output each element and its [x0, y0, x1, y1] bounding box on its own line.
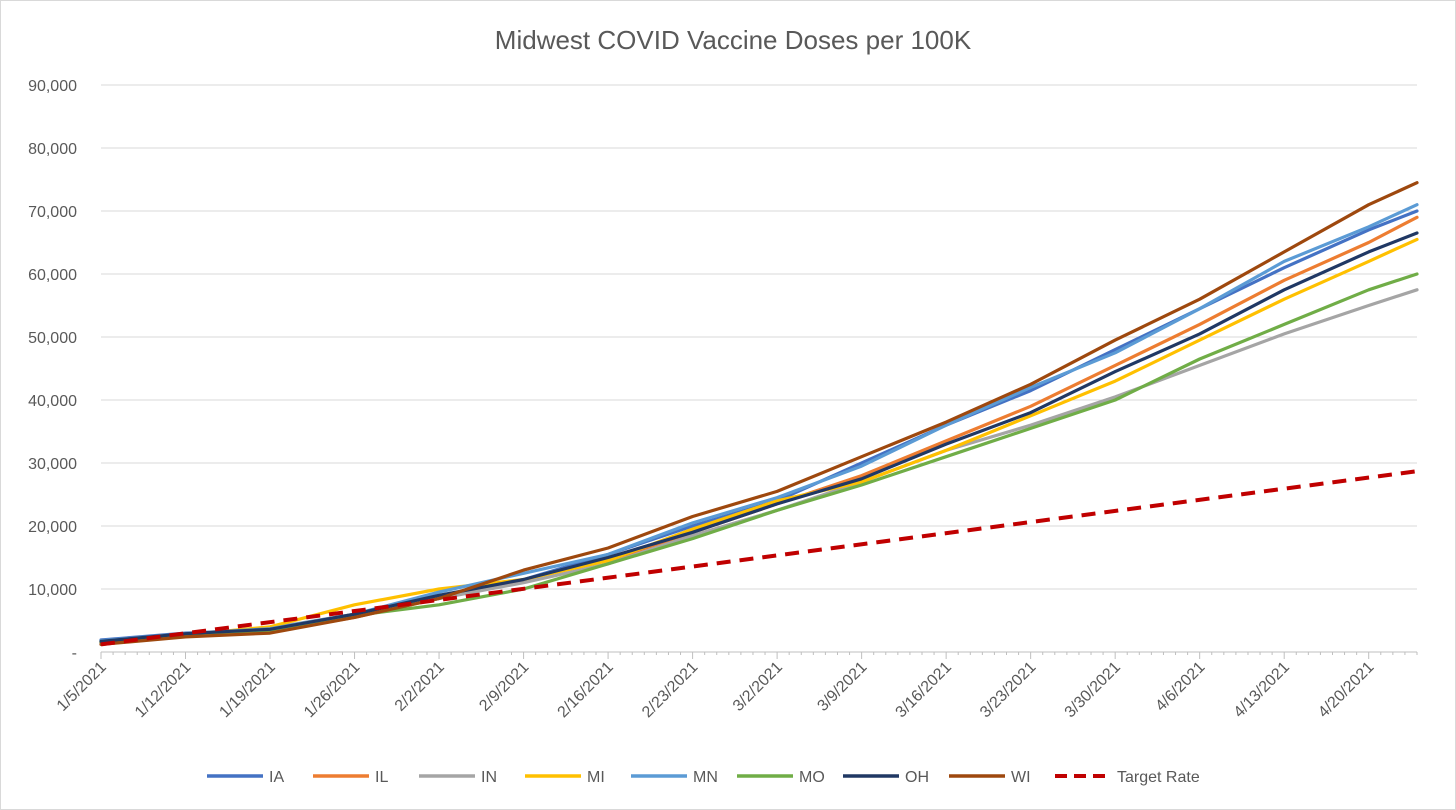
x-tick-label: 3/9/2021	[814, 659, 870, 715]
x-tick-label: 2/23/2021	[639, 659, 701, 721]
legend-item: MN	[631, 769, 718, 786]
x-tick-label: 4/13/2021	[1231, 659, 1293, 721]
legend-label: IA	[269, 769, 284, 786]
legend-item: MI	[525, 769, 605, 786]
legend-label: IL	[375, 769, 388, 786]
y-tick-label: 50,000	[28, 330, 77, 347]
y-tick-label: 30,000	[28, 456, 77, 473]
series-line-mn	[99, 203, 1419, 643]
series-line-target-rate	[100, 469, 1418, 647]
legend-label: WI	[1011, 769, 1031, 786]
series-line-oh	[99, 231, 1419, 643]
legend-label: OH	[905, 769, 929, 786]
legend-item: IA	[207, 769, 284, 786]
x-tick-label: 3/23/2021	[977, 659, 1039, 721]
x-tick-label: 2/16/2021	[555, 659, 617, 721]
legend-item: MO	[737, 769, 825, 786]
legend-item: OH	[843, 769, 929, 786]
legend-label: MN	[693, 769, 718, 786]
x-tick-label: 2/9/2021	[476, 659, 532, 715]
legend-item: IL	[313, 769, 388, 786]
y-tick-label: 60,000	[28, 267, 77, 284]
y-tick-label: 90,000	[28, 78, 77, 95]
x-tick-label: 3/2/2021	[730, 659, 786, 715]
y-tick-label: -	[72, 645, 77, 662]
x-tick-label: 1/19/2021	[216, 659, 278, 721]
legend-label: IN	[481, 769, 497, 786]
legend-item: IN	[419, 769, 497, 786]
legend-item: WI	[949, 769, 1031, 786]
series-line-il	[99, 215, 1419, 645]
legend-label: MO	[799, 769, 825, 786]
series-line-wi	[99, 181, 1419, 647]
x-tick-label: 4/20/2021	[1315, 659, 1377, 721]
x-tick-label: 2/2/2021	[392, 659, 448, 715]
series-line-mi	[99, 237, 1419, 644]
legend-label: Target Rate	[1117, 769, 1200, 786]
y-tick-label: 80,000	[28, 141, 77, 158]
x-tick-label: 3/16/2021	[893, 659, 955, 721]
legend-item: Target Rate	[1055, 769, 1200, 786]
x-tick-label: 3/30/2021	[1062, 659, 1124, 721]
chart-title: Midwest COVID Vaccine Doses per 100K	[495, 25, 972, 55]
x-tick-label: 1/5/2021	[54, 659, 110, 715]
y-tick-label: 40,000	[28, 393, 77, 410]
legend-label: MI	[587, 769, 605, 786]
series-line-ia	[99, 209, 1419, 642]
x-tick-label: 1/26/2021	[301, 659, 363, 721]
series-lines	[99, 181, 1419, 647]
x-tick-label: 1/12/2021	[132, 659, 194, 721]
gridlines	[101, 84, 1417, 590]
y-tick-label: 20,000	[28, 519, 77, 536]
y-tick-label: 10,000	[28, 582, 77, 599]
legend: IA IL IN MI MN MO OH WI Target Rate	[207, 769, 1200, 786]
y-tick-label: 70,000	[28, 204, 77, 221]
y-axis-tick-labels: - 10,000 20,000 30,000 40,000 50,000 60,000 70,…	[28, 78, 77, 662]
x-tick-label: 4/6/2021	[1152, 659, 1208, 715]
x-axis: 1/5/2021 1/12/2021 1/19/2021 1/26/2021 2/2/2…	[54, 651, 1418, 721]
